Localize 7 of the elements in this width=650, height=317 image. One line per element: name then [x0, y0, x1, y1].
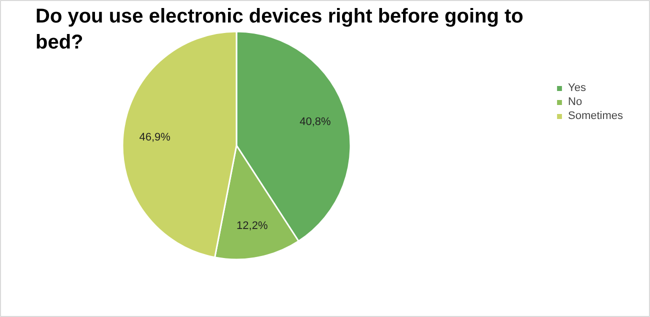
legend-label: Sometimes — [568, 110, 624, 122]
data-label: 12,2% — [236, 220, 268, 232]
chart-title: Do you use electronic devices right before going to bed? — [36, 6, 524, 54]
legend-label: Yes — [568, 82, 587, 94]
data-label: 40,8% — [300, 116, 332, 128]
legend-label: No — [568, 96, 584, 108]
data-label: 46,9% — [139, 132, 171, 144]
